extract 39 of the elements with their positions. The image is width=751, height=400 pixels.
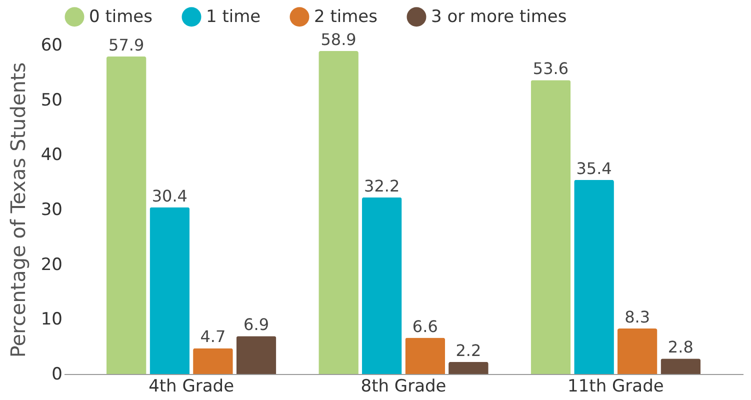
y-tick-label: 50 — [40, 90, 62, 110]
x-tick-label: 4th Grade — [148, 376, 234, 396]
bar — [193, 348, 233, 374]
y-tick-label: 30 — [40, 200, 62, 220]
y-tick-label: 60 — [40, 36, 62, 56]
y-tick-label: 10 — [40, 310, 62, 330]
x-tick-label: 8th Grade — [360, 376, 446, 396]
data-label: 2.8 — [668, 338, 694, 357]
bar — [448, 362, 488, 374]
bar — [660, 358, 701, 374]
y-tick-label: 20 — [40, 254, 62, 275]
y-tick-label: 0 — [52, 364, 62, 384]
x-tick-label: 11th Grade — [568, 376, 664, 396]
legend-label: 1 time — [206, 6, 261, 27]
data-label: 6.6 — [412, 316, 438, 336]
data-label: 4.7 — [200, 327, 226, 346]
data-label: 57.9 — [108, 36, 144, 55]
bar — [617, 328, 658, 374]
bar — [236, 336, 276, 374]
y-tick-label: 40 — [40, 145, 62, 166]
data-label: 35.4 — [576, 158, 612, 178]
legend-label: 0 times — [89, 6, 153, 27]
bar — [530, 80, 571, 374]
bar — [106, 56, 146, 374]
y-axis-title: Percentage of Texas Students — [6, 62, 30, 358]
bar — [150, 207, 190, 374]
bar — [405, 338, 446, 374]
legend-label: 3 or more times — [431, 6, 567, 27]
data-label: 30.4 — [152, 186, 188, 206]
bar — [574, 180, 614, 374]
data-label: 32.2 — [364, 176, 400, 196]
data-label: 58.9 — [320, 30, 356, 50]
data-label: 53.6 — [532, 59, 569, 78]
bar — [362, 197, 402, 374]
data-label: 8.3 — [624, 307, 650, 326]
legend-label: 2 times — [314, 6, 378, 27]
data-label: 2.2 — [456, 340, 482, 360]
data-label: 6.9 — [244, 315, 269, 334]
bar — [318, 51, 358, 374]
